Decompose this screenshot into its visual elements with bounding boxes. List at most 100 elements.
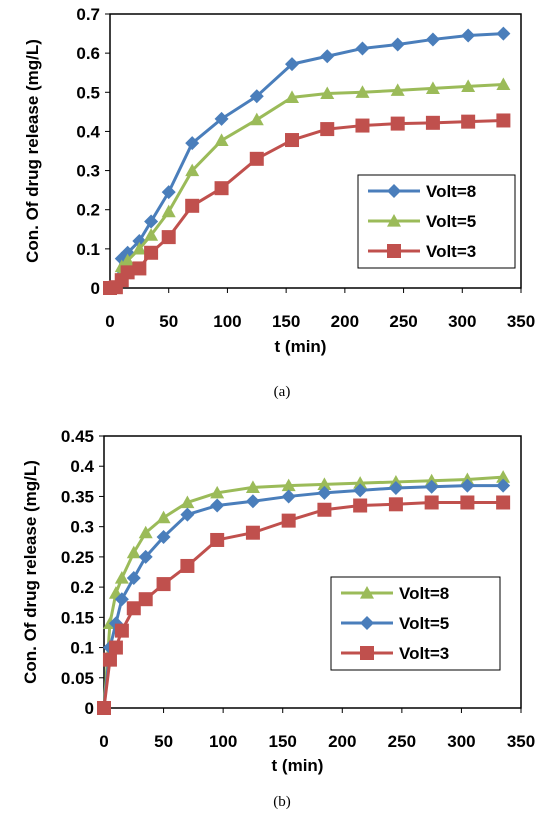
triangle-marker: [285, 90, 300, 103]
square-marker: [245, 525, 260, 540]
square-marker: [388, 497, 403, 512]
y-tick-label: 0.5: [76, 83, 100, 102]
diamond-marker: [180, 507, 195, 522]
diamond-marker: [496, 26, 511, 41]
legend-label: Volt=8: [426, 182, 476, 201]
x-tick-label: 50: [159, 312, 178, 331]
x-tick-label: 250: [389, 312, 417, 331]
legend-label: Volt=3: [426, 242, 476, 261]
y-tick-label: 0: [85, 699, 94, 718]
triangle-marker: [496, 77, 511, 91]
x-tick-label: 300: [448, 312, 476, 331]
square-marker: [360, 646, 374, 660]
diamond-marker: [281, 489, 296, 504]
triangle-marker: [320, 86, 335, 100]
legend-label: Volt=3: [399, 644, 449, 663]
triangle-marker: [138, 525, 153, 539]
square-marker: [387, 244, 401, 258]
y-tick-label: 0.05: [61, 669, 94, 688]
x-tick-label: 150: [272, 312, 300, 331]
diamond-marker: [144, 214, 159, 229]
triangle-marker: [214, 133, 229, 147]
square-marker: [353, 498, 368, 513]
square-marker: [496, 113, 511, 128]
diamond-marker: [249, 89, 264, 104]
square-marker: [108, 640, 123, 655]
legend: Volt=8 Volt=5 Volt=3: [330, 576, 501, 671]
x-tick-label: 0: [99, 732, 108, 751]
diamond-marker: [185, 136, 200, 151]
diamond-marker: [285, 57, 300, 72]
y-tick-label: 0.45: [61, 427, 94, 446]
square-marker: [317, 502, 332, 517]
y-tick-label: 0.1: [76, 240, 100, 259]
x-tick-label: 200: [328, 732, 356, 751]
diamond-marker: [320, 49, 335, 64]
diamond-marker: [425, 32, 440, 47]
square-marker: [156, 577, 171, 592]
square-marker: [496, 495, 511, 510]
triangle-marker: [114, 571, 129, 584]
triangle-marker: [355, 85, 370, 98]
square-marker: [355, 118, 370, 133]
square-marker: [425, 115, 440, 130]
legend-label: Volt=5: [399, 614, 449, 633]
diamond-marker: [214, 111, 229, 126]
diamond-marker: [161, 185, 176, 200]
square-marker: [102, 652, 117, 667]
legend: Volt=8 Volt=5 Volt=3: [357, 174, 516, 269]
triangle-marker: [245, 480, 260, 493]
triangle-marker: [390, 83, 405, 96]
figure-caption: (b): [273, 794, 291, 810]
triangle-marker: [317, 477, 332, 490]
triangle-marker: [387, 214, 401, 227]
square-marker: [249, 151, 264, 166]
triangle-marker: [132, 241, 147, 255]
y-tick-label: 0.6: [76, 44, 100, 63]
diamond-marker: [460, 478, 475, 493]
triangle-marker: [185, 163, 200, 177]
triangle-marker: [144, 228, 159, 241]
y-tick-label: 0.4: [70, 457, 94, 476]
plot-area-frame: [103, 435, 522, 709]
square-marker: [132, 261, 147, 276]
triangle-marker: [126, 545, 141, 559]
square-marker: [185, 198, 200, 213]
x-tick-label: 50: [154, 732, 173, 751]
triangle-marker: [496, 470, 511, 483]
diamond-marker: [388, 480, 403, 495]
triangle-marker: [353, 476, 368, 489]
triangle-marker: [425, 81, 440, 94]
diamond-marker: [353, 483, 368, 498]
diamond-marker: [156, 529, 171, 544]
triangle-marker: [249, 112, 264, 126]
y-tick-label: 0.3: [70, 518, 94, 537]
square-marker: [214, 181, 229, 196]
diamond-marker: [317, 485, 332, 500]
y-tick-label: 0.2: [76, 201, 100, 220]
diamond-marker: [360, 616, 374, 630]
triangle-marker: [281, 478, 296, 492]
triangle-marker: [461, 79, 476, 93]
diamond-marker: [387, 184, 401, 198]
legend-label: Volt=5: [426, 212, 476, 231]
square-marker: [285, 133, 300, 148]
y-tick-label: 0.1: [70, 639, 94, 658]
square-marker: [144, 245, 159, 260]
diamond-marker: [245, 494, 260, 509]
y-tick-label: 0.4: [76, 122, 100, 141]
x-tick-label: 100: [213, 312, 241, 331]
y-axis-title: Con. Of drug release (mg/L): [21, 460, 40, 684]
x-tick-label: 200: [331, 312, 359, 331]
y-tick-label: 0.35: [61, 487, 94, 506]
square-marker: [424, 495, 439, 510]
series-volt-8: [103, 26, 511, 295]
diamond-marker: [424, 479, 439, 494]
square-marker: [120, 265, 135, 280]
x-tick-label: 0: [105, 312, 114, 331]
x-tick-label: 350: [507, 312, 535, 331]
x-tick-label: 350: [507, 732, 535, 751]
series-volt-3: [103, 113, 511, 295]
diamond-marker: [496, 478, 511, 493]
